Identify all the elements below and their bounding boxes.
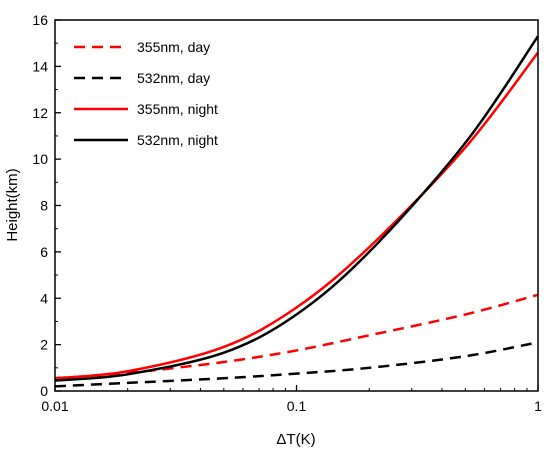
y-tick-label: 0	[40, 383, 48, 399]
y-tick-label: 2	[40, 337, 48, 353]
y-tick-label: 16	[32, 12, 48, 28]
legend-label: 532nm, day	[137, 70, 210, 86]
y-tick-label: 8	[40, 198, 48, 214]
x-tick-label: 0.1	[287, 398, 307, 414]
plot-marks	[54, 35, 540, 388]
x-axis-label: ΔT(K)	[276, 431, 315, 448]
y-tick-label: 4	[40, 290, 48, 306]
x-tick-label: 0.01	[41, 398, 68, 414]
y-axis-label: Height(km)	[4, 168, 21, 241]
x-tick-label: 1	[534, 398, 542, 414]
y-tick-label: 6	[40, 244, 48, 260]
series-line-4	[54, 35, 540, 382]
legend-label: 355nm, night	[137, 101, 218, 117]
y-tick-label: 12	[32, 105, 48, 121]
legend-label: 355nm, day	[137, 39, 210, 55]
y-tick-label: 10	[32, 151, 48, 167]
series-line-2	[54, 341, 539, 388]
legend: 355nm, day 532nm, day 355nm, night 532nm, n…	[74, 39, 218, 148]
series-line-3	[54, 51, 539, 380]
y-tick-label: 14	[32, 58, 48, 74]
legend-label: 532nm, night	[137, 132, 218, 148]
series-line-1	[54, 293, 539, 380]
plot-frame	[54, 19, 539, 392]
axis-ticks: 0 2 4 6 8 10 12 14 16 0.01 0.1 1	[32, 12, 542, 414]
